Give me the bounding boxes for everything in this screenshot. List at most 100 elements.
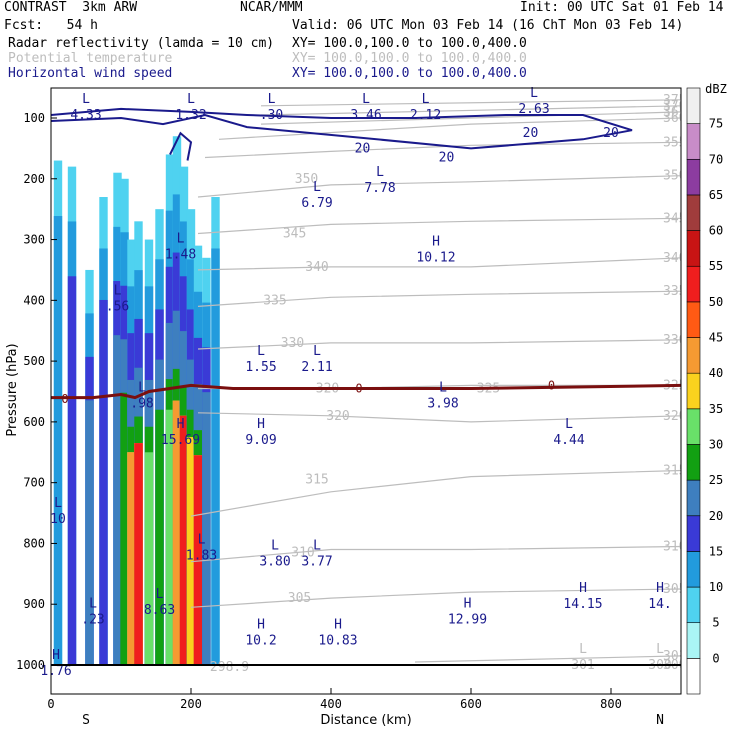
extremum-marker-28: L (268, 92, 276, 107)
reflectivity-cell-1-15 (67, 276, 77, 665)
y-tick-label-200: 200 (23, 172, 45, 186)
colorbar-box-2 (686, 586, 701, 624)
colorbar-label-70: 70 (709, 152, 723, 166)
colorbar-label-35: 35 (709, 402, 723, 416)
y-tick-label-100: 100 (23, 111, 45, 125)
reflectivity-cell-15-20 (202, 392, 211, 665)
y-tick-label-400: 400 (23, 293, 45, 307)
theta-contour-345 (197, 217, 681, 235)
colorbar-label-50: 50 (709, 295, 723, 309)
highs-lows-layer: L10L.23L8.63H1.76L1.83L3.80L3.77H10.2H10… (40, 86, 671, 679)
colorbar-label-55: 55 (709, 259, 723, 273)
extremum-marker-10: H (579, 581, 587, 596)
colorbar-box-15 (686, 123, 701, 160)
colorbar-box-3 (686, 551, 701, 588)
colorbar-label-65: 65 (709, 188, 723, 202)
field-3-xy: XY= 100.0,100.0 to 100.0,400.0 (292, 66, 527, 81)
zero-line-label-2: 0 (548, 378, 555, 392)
theta-contour-375 (260, 99, 681, 107)
extremum-marker-11: H (656, 581, 664, 596)
y-tick-label-900: 900 (23, 597, 45, 611)
theta-contour-360 (218, 117, 681, 140)
reflectivity-cell-0-10 (53, 216, 63, 666)
theta-label-370: 370 (663, 99, 686, 114)
colorbar-label-15: 15 (709, 544, 723, 558)
extremum-value-4: 1.83 (186, 549, 217, 564)
extremum-value-9: 12.99 (448, 612, 487, 627)
extremum-value-2: 8.63 (144, 603, 175, 618)
zero-line (51, 383, 681, 400)
reflectivity-cell-5-25 (120, 392, 129, 665)
extremum-marker-14: H (177, 417, 185, 432)
field-1-name: Radar reflectivity (lamda = 10 cm) (8, 36, 275, 51)
colorbar-label-75: 75 (709, 117, 723, 131)
extremum-marker-23: L (313, 180, 321, 195)
extremum-value-19: 3.98 (427, 397, 458, 412)
theta-label-301: 301 (663, 649, 686, 664)
field-2-name: Potential temperature (8, 51, 173, 66)
center-label: NCAR/MMM (240, 0, 303, 15)
x-end-label-north: N (656, 713, 664, 728)
theta-inline-label-9: 340 (305, 260, 328, 275)
extremum-value-8: 10.83 (318, 634, 357, 649)
colorbar-box-9 (686, 337, 701, 374)
extremum-marker-18: L (313, 344, 321, 359)
reflectivity-layer (53, 136, 220, 666)
theta-inline-label-11: 305 (288, 591, 311, 606)
reflectivity-cell-12-50 (179, 415, 189, 665)
colorbar-label-30: 30 (709, 437, 723, 451)
theta-label-305: 305 (663, 582, 686, 597)
x-tick-label-800: 800 (600, 697, 622, 711)
theta-label-365: 365 (663, 105, 686, 120)
potential-temperature-layer: 3003013053103153203253303353403453503553… (190, 93, 686, 675)
reflectivity-cell-8-30 (144, 452, 154, 665)
colorbar-label-40: 40 (709, 366, 723, 380)
reflectivity-cell-13-35 (186, 437, 196, 665)
extremum-marker-6: L (313, 539, 321, 554)
theta-contour-320 (197, 412, 681, 423)
extremum-marker-4: L (198, 533, 206, 548)
extremum-marker-8: H (334, 618, 342, 633)
colorbar-label-10: 10 (709, 580, 723, 594)
wind-label-3: 20 (603, 126, 619, 141)
y-tick-label-1000: 1000 (16, 658, 45, 672)
colorbar-box-1 (686, 622, 701, 659)
theta-contour-350 (197, 175, 681, 198)
theta-contour-365 (260, 111, 681, 125)
extremum-marker-24: L (376, 165, 384, 180)
extremum-value-22: 1.48 (165, 248, 196, 263)
extremum-marker-12: L (579, 642, 587, 657)
extremum-value-7: 10.2 (245, 634, 276, 649)
extremum-marker-13: L (656, 642, 664, 657)
field-1-xy: XY= 100.0,100.0 to 100.0,400.0 (292, 36, 527, 51)
colorbar-box-6 (686, 444, 701, 481)
zero-line-layer: 0 0 0 (51, 378, 681, 406)
theta-inline-label-3: 345 (283, 226, 306, 241)
extremum-marker-5: L (271, 539, 279, 554)
x-tick-label-0: 0 (47, 697, 54, 711)
extremum-value-21: .56 (106, 299, 129, 314)
extremum-value-25: 10.12 (416, 251, 455, 266)
extremum-marker-29: L (362, 92, 370, 107)
wind-label-1: 20 (439, 151, 455, 166)
colorbar-box-4 (686, 515, 701, 552)
extremum-value-17: 1.55 (245, 360, 276, 375)
wind-speed-layer: 20 20 20 20 (51, 107, 633, 166)
extremum-marker-3: H (52, 648, 60, 663)
colorbar-title: dBZ (705, 82, 727, 96)
extremum-value-27: 1.32 (175, 108, 206, 123)
extremum-value-0: 10 (50, 512, 66, 527)
theta-label-315: 315 (663, 464, 686, 479)
reflectivity-cell-14-50 (193, 455, 203, 665)
reflectivity-cell-9-25 (155, 409, 164, 665)
y-tick-label-500: 500 (23, 354, 45, 368)
y-axis-title: Pressure (hPa) (5, 343, 20, 436)
theta-inline-label-10: 310 (291, 546, 314, 561)
field-3-name: Horizontal wind speed (8, 66, 173, 81)
x-end-label-south: S (82, 713, 90, 728)
extremum-marker-17: L (257, 344, 265, 359)
extremum-marker-30: L (422, 92, 430, 107)
field-2-xy: XY= 100.0,100.0 to 100.0,400.0 (292, 51, 527, 66)
reflectivity-cell-7-50 (134, 443, 143, 665)
